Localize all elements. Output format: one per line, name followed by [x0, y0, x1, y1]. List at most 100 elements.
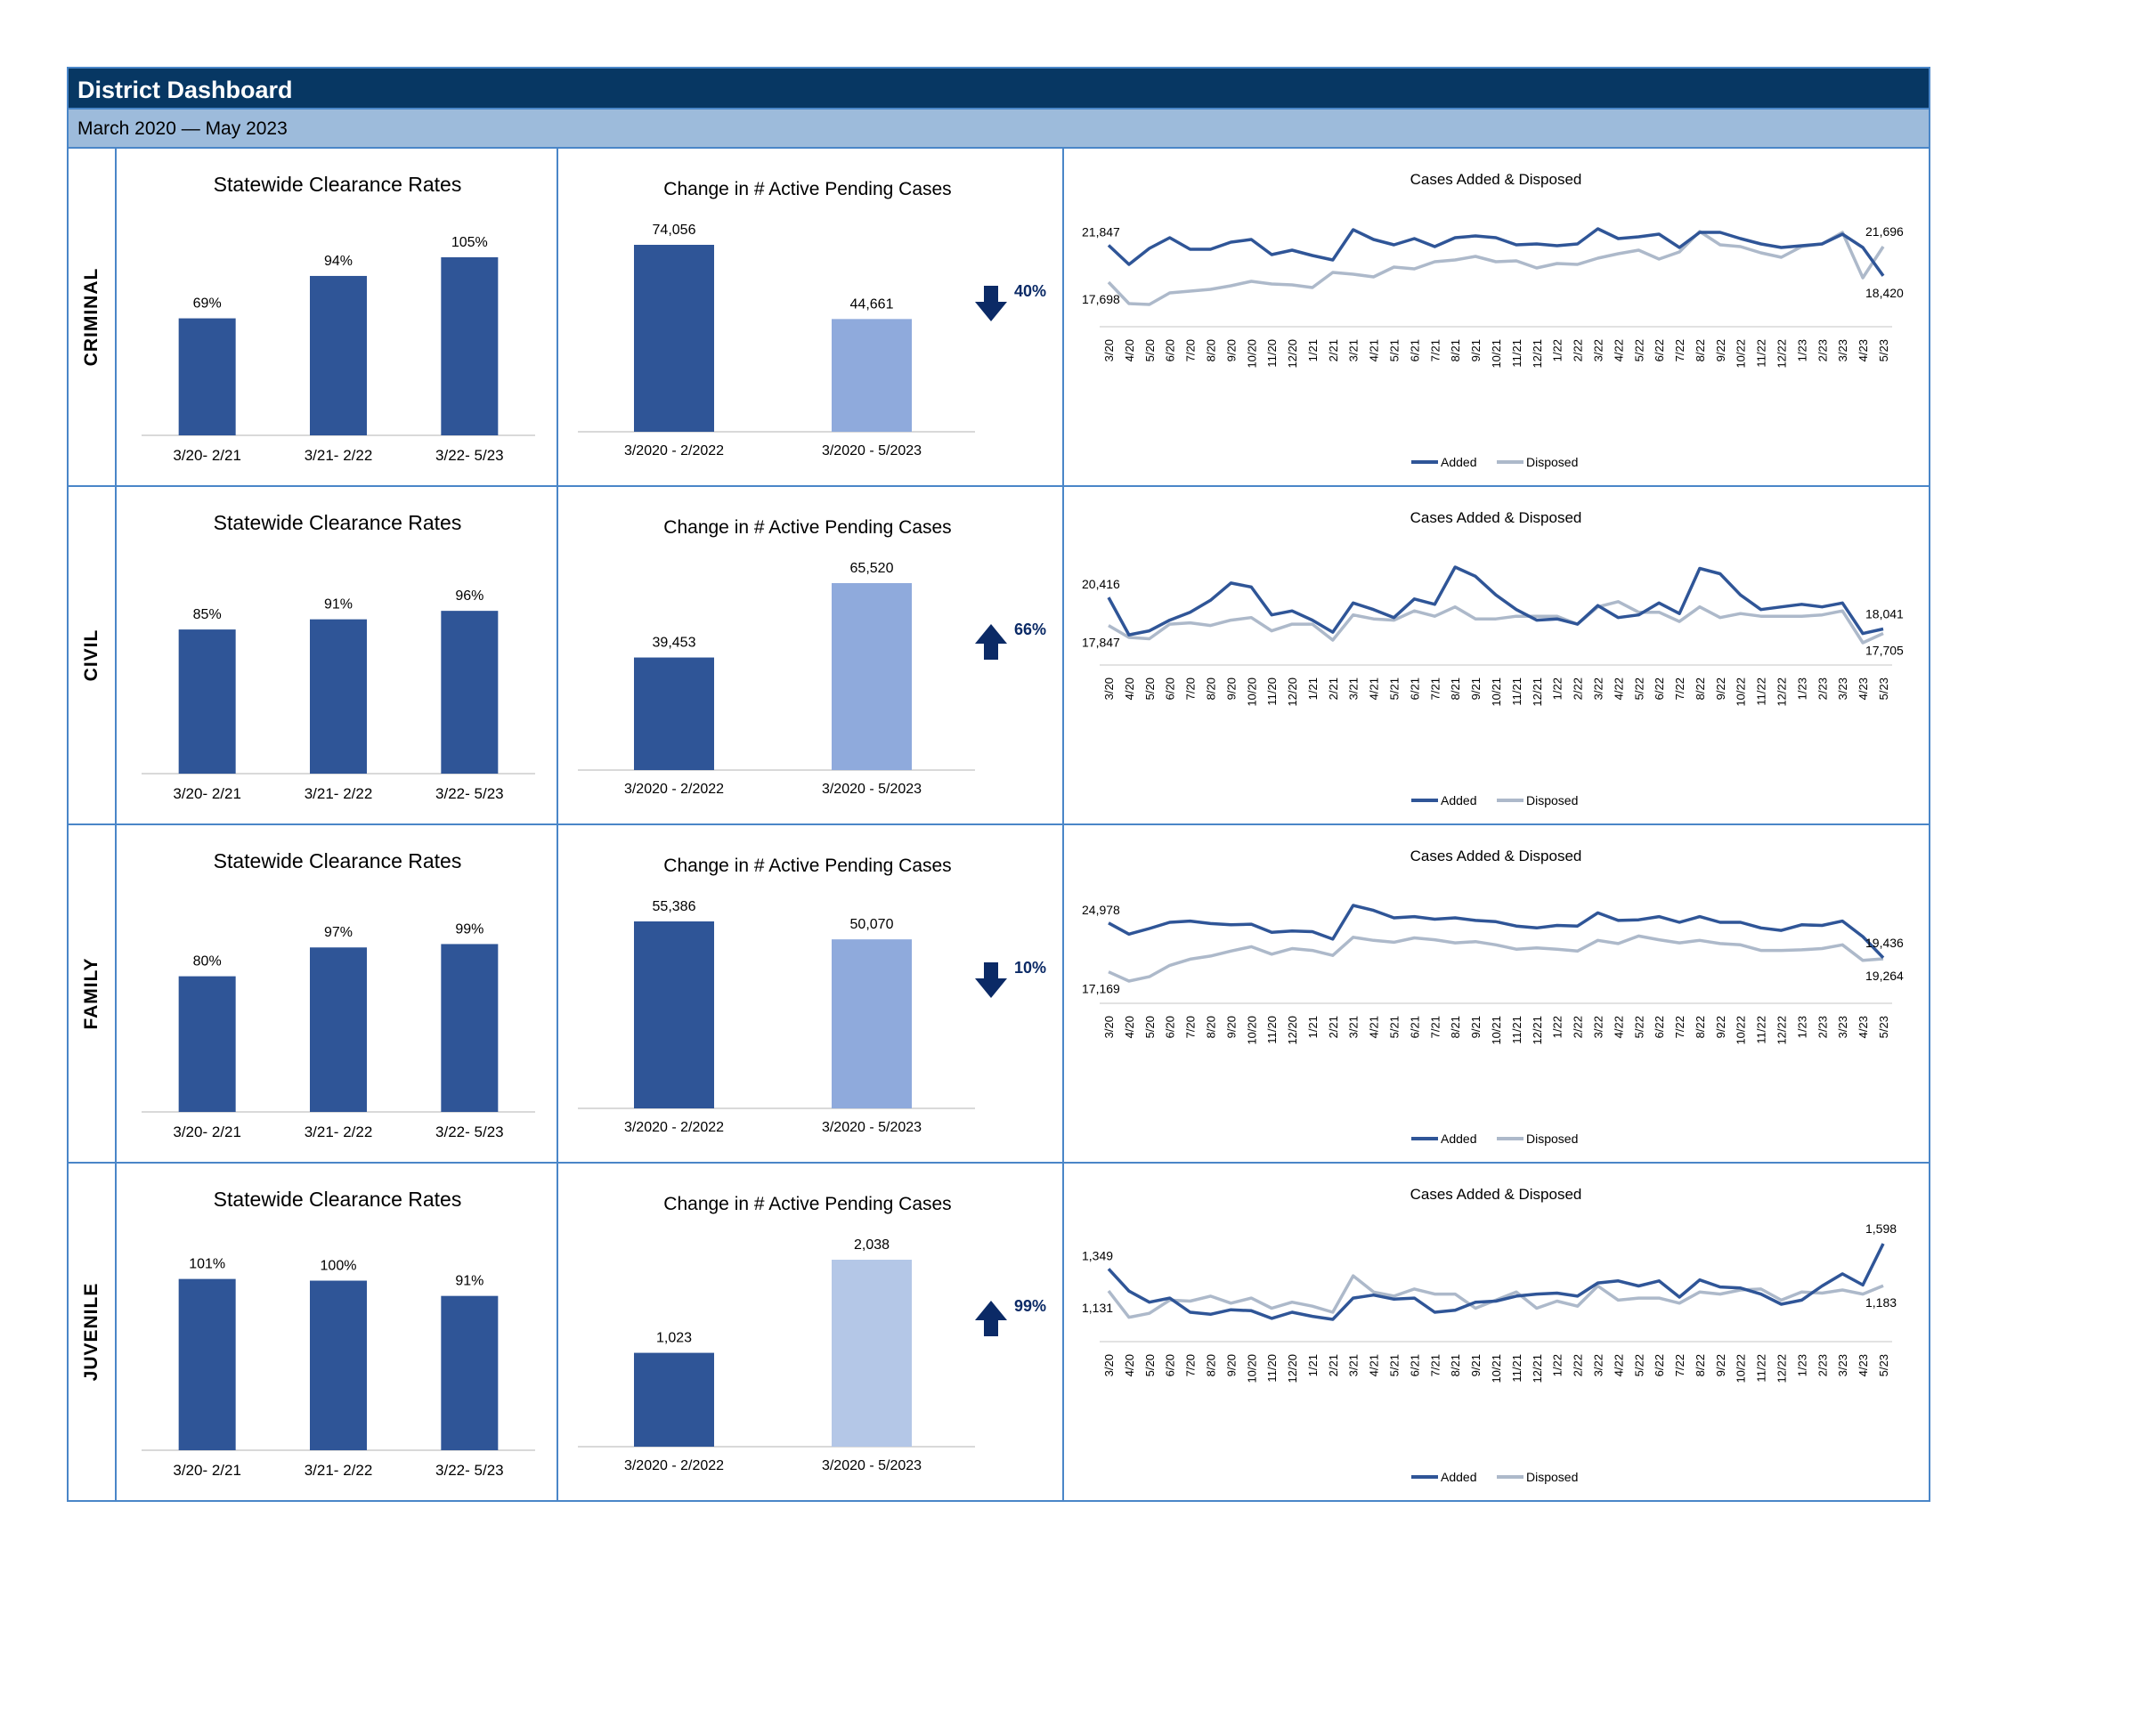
trend-tick-label: 4/21: [1368, 677, 1381, 700]
clearance-value-label: 69%: [193, 296, 222, 312]
trend-tick-label: 8/22: [1694, 339, 1707, 361]
trend-tick-label: 3/20: [1102, 1354, 1116, 1376]
clearance-category-label: 3/22- 5/23: [435, 447, 504, 464]
trend-tick-label: 12/20: [1286, 1354, 1299, 1383]
trend-tick-label: 3/22: [1592, 1016, 1605, 1038]
trend-tick-label: 12/22: [1775, 677, 1789, 707]
trend-tick-label: 11/20: [1265, 1016, 1279, 1044]
trend-tick-label: 7/21: [1428, 1354, 1442, 1376]
trend-tick-label: 10/20: [1245, 1016, 1258, 1045]
clearance-category-label: 3/20- 2/21: [173, 785, 241, 802]
row-label: CRIMINAL: [81, 267, 102, 367]
trend-tick-label: 1/23: [1795, 677, 1808, 700]
added-series-line: [1107, 565, 1884, 637]
added-start-label: 21,847: [1082, 225, 1120, 239]
legend-added-label: Added: [1441, 455, 1476, 469]
trend-tick-label: 1/22: [1551, 1016, 1564, 1038]
trend-tick-label: 9/20: [1224, 339, 1238, 361]
trend-tick-label: 12/22: [1775, 339, 1789, 369]
trend-tick-label: 5/23: [1877, 1354, 1890, 1376]
clearance-value-label: 96%: [455, 588, 483, 604]
trend-tick-label: 3/21: [1347, 1354, 1361, 1376]
clearance-bar: [178, 976, 236, 1112]
trend-tick-label: 5/21: [1388, 677, 1402, 700]
trend-tick-label: 1/21: [1306, 1016, 1320, 1038]
clearance-value-label: 99%: [455, 921, 483, 937]
trend-tick-label: 3/21: [1347, 339, 1361, 361]
trend-tick-label: 3/23: [1836, 339, 1849, 361]
trend-tick-label: 2/22: [1572, 1016, 1585, 1038]
trend-tick-label: 12/20: [1286, 339, 1299, 369]
trend-tick-label: 6/22: [1653, 677, 1666, 700]
clearance-category-label: 3/21- 2/22: [305, 1124, 373, 1140]
clearance-bar: [310, 947, 367, 1112]
trend-tick-label: 5/20: [1143, 677, 1157, 700]
trend-tick-label: 3/23: [1836, 677, 1849, 700]
trend-tick-label: 5/21: [1388, 1354, 1402, 1376]
disposed-start-label: 17,169: [1082, 982, 1120, 996]
legend-disposed-label: Disposed: [1526, 1470, 1578, 1484]
pending-bar: [832, 939, 912, 1108]
added-end-label: 18,041: [1865, 606, 1904, 621]
trend-tick-label: 3/23: [1836, 1354, 1849, 1376]
row-criminal: CRIMINAL Statewide Clearance Rates 69% 3/2…: [67, 149, 1930, 487]
trend-tick-label: 12/20: [1286, 677, 1299, 707]
clearance-category-label: 3/20- 2/21: [173, 447, 241, 464]
trend-tick-label: 3/21: [1347, 677, 1361, 700]
trend-tick-label: 12/22: [1775, 1354, 1789, 1383]
trend-tick-label: 6/21: [1408, 339, 1421, 361]
trend-tick-label: 4/22: [1612, 1354, 1625, 1376]
added-end-label: 18,420: [1865, 286, 1904, 300]
clearance-value-label: 100%: [321, 1259, 357, 1274]
trend-tick-label: 6/22: [1653, 339, 1666, 361]
trend-tick-label: 10/22: [1735, 677, 1748, 707]
trend-tick-label: 1/22: [1551, 339, 1564, 361]
trend-tick-label: 11/21: [1510, 1016, 1524, 1044]
trend-tick-label: 3/20: [1102, 1016, 1116, 1038]
trend-tick-label: 10/21: [1490, 1354, 1503, 1383]
trend-tick-label: 7/21: [1428, 677, 1442, 700]
clearance-bar: [441, 257, 499, 435]
trend-tick-label: 4/23: [1857, 1016, 1870, 1038]
trend-chart-civil: Cases Added & Disposed 3/20 4/20 5/20 6/20 7/…: [1064, 487, 1929, 823]
trend-tick-label: 2/23: [1816, 677, 1829, 700]
clearance-category-label: 3/21- 2/22: [305, 1462, 373, 1479]
pending-title: Change in # Active Pending Cases: [663, 856, 951, 876]
clearance-value-label: 91%: [324, 597, 353, 612]
pending-value-label: 44,661: [850, 296, 894, 312]
trend-tick-label: 2/21: [1327, 1354, 1340, 1376]
row-label: CIVIL: [81, 629, 102, 682]
pending-value-label: 55,386: [653, 899, 696, 914]
pending-change-label: 66%: [1014, 621, 1046, 638]
trend-tick-label: 2/23: [1816, 339, 1829, 361]
pending-bar: [832, 583, 912, 770]
trend-tick-label: 7/20: [1184, 677, 1198, 700]
trend-tick-label: 12/21: [1531, 1354, 1544, 1383]
arrow-up-icon: [975, 624, 1007, 660]
trend-tick-label: 5/22: [1632, 677, 1645, 700]
pending-value-label: 65,520: [850, 561, 894, 576]
trend-tick-label: 5/23: [1877, 677, 1890, 700]
clearance-title: Statewide Clearance Rates: [214, 511, 462, 534]
trend-tick-label: 5/23: [1877, 1016, 1890, 1038]
clearance-value-label: 80%: [193, 954, 222, 969]
trend-tick-label: 8/21: [1449, 339, 1462, 361]
clearance-title: Statewide Clearance Rates: [214, 173, 462, 196]
trend-tick-label: 1/22: [1551, 1354, 1564, 1376]
arrow-down-icon: [975, 962, 1007, 998]
clearance-bar: [178, 629, 236, 774]
trend-tick-label: 3/23: [1836, 1016, 1849, 1038]
pending-category-label: 3/2020 - 5/2023: [822, 443, 922, 458]
pending-category-label: 3/2020 - 2/2022: [624, 1458, 724, 1473]
trend-tick-label: 5/23: [1877, 339, 1890, 361]
arrow-down-icon: [975, 286, 1007, 321]
trend-tick-label: 5/22: [1632, 1354, 1645, 1376]
trend-tick-label: 11/22: [1755, 1016, 1768, 1044]
clearance-value-label: 97%: [324, 925, 353, 940]
trend-tick-label: 9/20: [1224, 1354, 1238, 1376]
trend-title: Cases Added & Disposed: [1410, 1186, 1582, 1203]
trend-tick-label: 9/21: [1469, 1354, 1483, 1376]
pending-category-label: 3/2020 - 2/2022: [624, 782, 724, 797]
trend-tick-label: 5/20: [1143, 1016, 1157, 1038]
trend-tick-label: 9/21: [1469, 677, 1483, 700]
